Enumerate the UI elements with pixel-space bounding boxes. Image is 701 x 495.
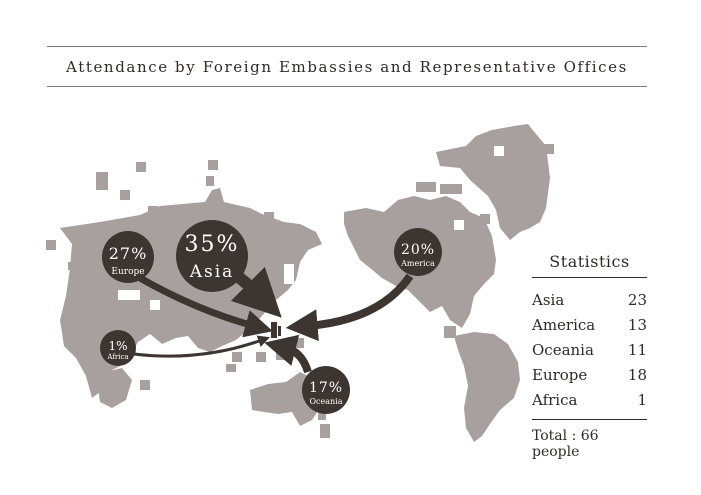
stat-value: 1 — [637, 391, 647, 409]
page-title: Attendance by Foreign Embassies and Repr… — [66, 58, 628, 76]
bubble-oceania-percent: 17% — [309, 380, 343, 396]
bubble-oceania-label: Oceania — [309, 397, 342, 406]
bubble-asia-percent: 35% — [185, 232, 240, 257]
stat-value: 23 — [627, 291, 647, 309]
bubble-africa-percent: 1% — [108, 339, 127, 353]
land-na-isle-2 — [440, 184, 462, 194]
stat-value: 13 — [627, 316, 647, 334]
stat-row-africa: Africa 1 — [532, 388, 647, 413]
land-nz — [320, 424, 330, 438]
land-isle-12 — [276, 350, 286, 360]
land-isle-15 — [318, 412, 326, 420]
stat-name: Oceania — [532, 341, 594, 359]
statistics-total: Total : 66 people — [532, 428, 599, 460]
bubble-america-percent: 20% — [401, 242, 435, 258]
stat-row-america: America 13 — [532, 313, 647, 338]
land-na-isle-1 — [416, 182, 436, 192]
bubble-america: 20% America — [394, 228, 442, 276]
land-isle-1 — [136, 162, 146, 172]
land-isle-11 — [256, 352, 266, 362]
land-isle-14 — [294, 338, 304, 348]
land-eurasia — [60, 188, 322, 398]
bubble-oceania: 17% Oceania — [302, 366, 350, 414]
land-europe-nw — [96, 172, 108, 190]
bubble-america-label: America — [400, 259, 435, 268]
land-greenland — [436, 124, 550, 240]
statistics-list: Asia 23 America 13 Oceania 11 Europe 18 … — [532, 278, 647, 420]
stat-name: Africa — [532, 391, 578, 409]
title-rule-bottom — [47, 86, 647, 87]
land-na-isle-4 — [476, 140, 486, 150]
stat-name: Europe — [532, 366, 588, 384]
land-isle-4 — [68, 262, 76, 270]
land-isle-7 — [206, 176, 214, 186]
arrow-europe — [138, 274, 273, 338]
land-africa-south — [96, 368, 132, 408]
arrow-oceania — [264, 334, 312, 374]
bubble-europe: 27% Europe — [102, 231, 154, 283]
stat-row-oceania: Oceania 11 — [532, 338, 647, 363]
land-na-isle-5 — [542, 144, 554, 154]
bubble-asia: 35% Asia — [176, 220, 248, 292]
title-rule-top — [47, 46, 647, 47]
stat-name: America — [532, 316, 596, 334]
japan-marker — [271, 322, 281, 338]
bubble-asia-label: Asia — [189, 262, 235, 282]
stat-value: 11 — [627, 341, 647, 359]
land-na-isle-6 — [444, 326, 456, 338]
land-isle-10 — [232, 352, 242, 362]
bubble-africa-label: Africa — [106, 353, 128, 361]
statistics-title: Statistics — [532, 252, 647, 278]
land-masses — [46, 124, 554, 442]
land-isle-6 — [208, 160, 218, 170]
arrow-africa — [133, 335, 270, 358]
arrow-america — [285, 273, 414, 342]
land-na-isle-3 — [480, 214, 490, 224]
land-isle-2 — [120, 190, 130, 200]
land-isle-5 — [148, 206, 158, 216]
bubble-europe-percent: 27% — [109, 244, 148, 263]
bubble-europe-label: Europe — [111, 267, 144, 277]
land-isle-8 — [264, 212, 274, 222]
land-south-america — [454, 332, 520, 442]
stat-name: Asia — [532, 291, 565, 309]
statistics-panel: Statistics Asia 23 America 13 Oceania 11… — [532, 252, 647, 460]
bubble-africa: 1% Africa — [100, 330, 136, 366]
stat-row-europe: Europe 18 — [532, 363, 647, 388]
land-isle-3 — [46, 240, 56, 250]
land-isle-9 — [140, 380, 150, 390]
land-isle-13 — [226, 364, 236, 372]
stat-row-asia: Asia 23 — [532, 288, 647, 313]
stat-value: 18 — [627, 366, 647, 384]
lakes — [118, 146, 504, 310]
